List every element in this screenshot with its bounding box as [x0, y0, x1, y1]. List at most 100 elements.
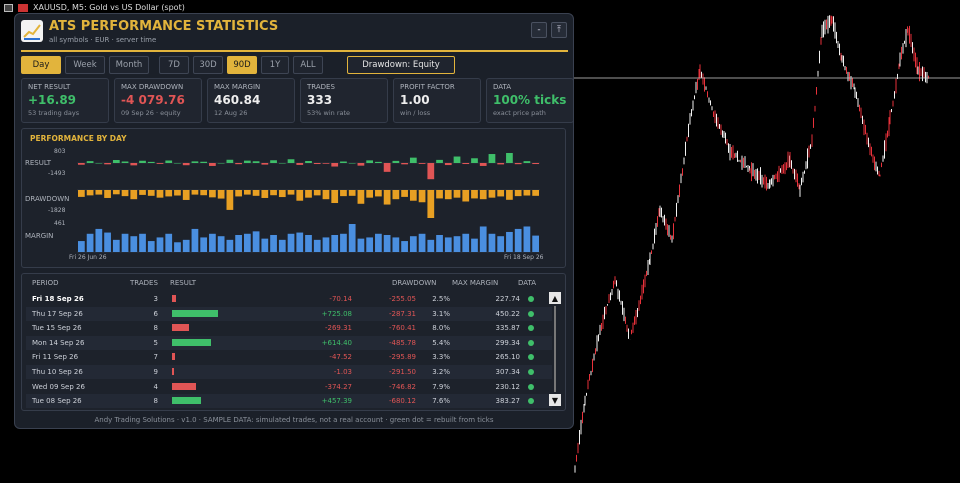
result-bar: [383, 163, 391, 172]
tab-all[interactable]: ALL: [293, 56, 323, 74]
drawdown-bar: [86, 190, 94, 196]
drawdown-bar: [444, 190, 452, 200]
result-bar: [506, 153, 513, 163]
margin-bar: [243, 233, 251, 252]
table-row[interactable]: Fri 11 Sep 26 7 -47.52 -295.89 3.3% 265.10: [26, 350, 552, 364]
margin-bar: [191, 228, 199, 252]
period-tabs: Day Week Month 7D 30D 90D 1Y ALL Drawdow…: [21, 56, 455, 74]
result-bar: [217, 163, 225, 164]
card-max-drawdown: MAX DRAWDOWN -4 079.76 09 Sep 26 · equit…: [114, 78, 202, 123]
table-row[interactable]: Tue 08 Sep 26 8 +457.39 -680.12 7.6% 383.27: [26, 394, 552, 409]
panel-subtitle: all symbols · EUR · server time: [49, 36, 157, 44]
margin-bar: [436, 234, 443, 252]
drawdown-bar: [209, 190, 216, 198]
row-drawdown: -746.82: [388, 382, 416, 391]
result-bar: [418, 163, 426, 164]
header-divider: [21, 50, 568, 52]
result-bar: [514, 163, 522, 165]
result-bar: [121, 161, 129, 163]
table-row[interactable]: Wed 09 Sep 26 4 -374.27 -746.82 7.9% 230.12: [26, 380, 552, 394]
drawdown-bar: [305, 190, 312, 198]
tab-7d[interactable]: 7D: [159, 56, 189, 74]
table-row[interactable]: Fri 18 Sep 26 3 -70.14 -255.05 2.5% 227.74: [26, 292, 552, 306]
row-period: Tue 08 Sep 26: [32, 397, 82, 406]
table-row[interactable]: Tue 15 Sep 26 8 -269.31 -760.41 8.0% 335.87: [26, 321, 552, 335]
col-max-margin[interactable]: MAX MARGIN: [452, 279, 499, 287]
margin-bar: [427, 239, 435, 252]
margin-bar: [121, 233, 129, 252]
card-label: TRADES: [307, 83, 335, 91]
result-bar: [444, 163, 452, 166]
drawdown-bar: [479, 190, 487, 200]
margin-bar: [392, 237, 400, 252]
row-drawdown: -295.89: [388, 353, 416, 362]
tab-90d[interactable]: 90D: [227, 56, 257, 74]
margin-bar: [401, 241, 408, 252]
row-trades: 6: [153, 309, 158, 318]
col-trades[interactable]: TRADES: [130, 279, 158, 287]
drawdown-bar: [514, 190, 522, 197]
result-bar: [287, 159, 295, 163]
tab-day[interactable]: Day: [21, 56, 61, 74]
data-quality-dot: [528, 398, 534, 405]
result-bar: [200, 161, 208, 163]
result-bar: [270, 160, 277, 163]
tab-30d[interactable]: 30D: [193, 56, 223, 74]
margin-bar: [156, 237, 164, 252]
col-drawdown[interactable]: DRAWDOWN: [392, 279, 437, 287]
scroll-down-button[interactable]: ▼: [549, 394, 561, 406]
result-bar: [453, 156, 461, 163]
card-value: 100% ticks: [493, 93, 567, 107]
result-bar: [436, 159, 443, 163]
table-row[interactable]: Thu 17 Sep 26 6 +725.08 -287.31 3.1% 450.22: [26, 306, 552, 321]
pin-button[interactable]: ⤒: [551, 22, 567, 38]
stats-panel: ATS PERFORMANCE STATISTICS all symbols ·…: [14, 13, 574, 429]
result-bar: [261, 163, 269, 165]
result-bar: [348, 163, 356, 164]
result-bar: [366, 160, 374, 163]
result-bar: [471, 158, 478, 163]
panel-header: ATS PERFORMANCE STATISTICS all symbols ·…: [15, 14, 573, 52]
row-dd-pct: 7.6%: [432, 397, 450, 406]
drawdown-bar: [121, 190, 129, 197]
card-label: NET RESULT: [28, 83, 71, 91]
card-sub: win / loss: [400, 109, 431, 117]
card-sub: 53 trading days: [28, 109, 80, 117]
row-margin: 299.34: [495, 338, 521, 347]
drawdown-bar: [182, 190, 190, 200]
margin-bar: [506, 231, 513, 252]
drawdown-bar: [95, 190, 103, 195]
drawdown-mode-dropdown[interactable]: Drawdown: Equity: [347, 56, 455, 74]
table-scrollbar[interactable]: ▲ ▼: [549, 292, 561, 406]
result-bar: [322, 163, 330, 164]
tab-1y[interactable]: 1Y: [261, 56, 289, 74]
data-quality-dot: [528, 369, 534, 375]
result-bar: [147, 161, 155, 163]
row-dd-pct: 5.4%: [432, 338, 450, 347]
col-data[interactable]: DATA: [518, 279, 537, 287]
table-row[interactable]: Mon 14 Sep 26 5 +614.40 -485.78 5.4% 299.34: [26, 335, 552, 350]
result-bar: [313, 163, 321, 165]
margin-bar: [112, 239, 120, 252]
tab-month[interactable]: Month: [109, 56, 149, 74]
scroll-thumb[interactable]: [554, 306, 556, 392]
symbol-icon: [18, 3, 28, 12]
result-bar: [226, 159, 234, 163]
margin-bar: [514, 228, 522, 252]
data-quality-dot: [528, 339, 534, 346]
table-row[interactable]: Thu 10 Sep 26 9 -1.03 -291.50 3.2% 307.34: [26, 365, 552, 379]
scroll-up-button[interactable]: ▲: [549, 292, 561, 304]
drawdown-row-label: DRAWDOWN: [25, 195, 70, 203]
row-trades: 3: [153, 295, 158, 303]
result-bar: [139, 160, 146, 163]
drawdown-bar: [348, 190, 356, 196]
margin-bar: [95, 228, 103, 252]
minimize-button[interactable]: -: [531, 22, 547, 38]
col-period[interactable]: PERIOD: [32, 279, 59, 287]
margin-bar: [471, 238, 478, 252]
col-result[interactable]: RESULT: [170, 279, 197, 287]
tab-week[interactable]: Week: [65, 56, 105, 74]
row-trades: 8: [153, 397, 158, 406]
card-sub: 12 Aug 26: [214, 109, 248, 117]
